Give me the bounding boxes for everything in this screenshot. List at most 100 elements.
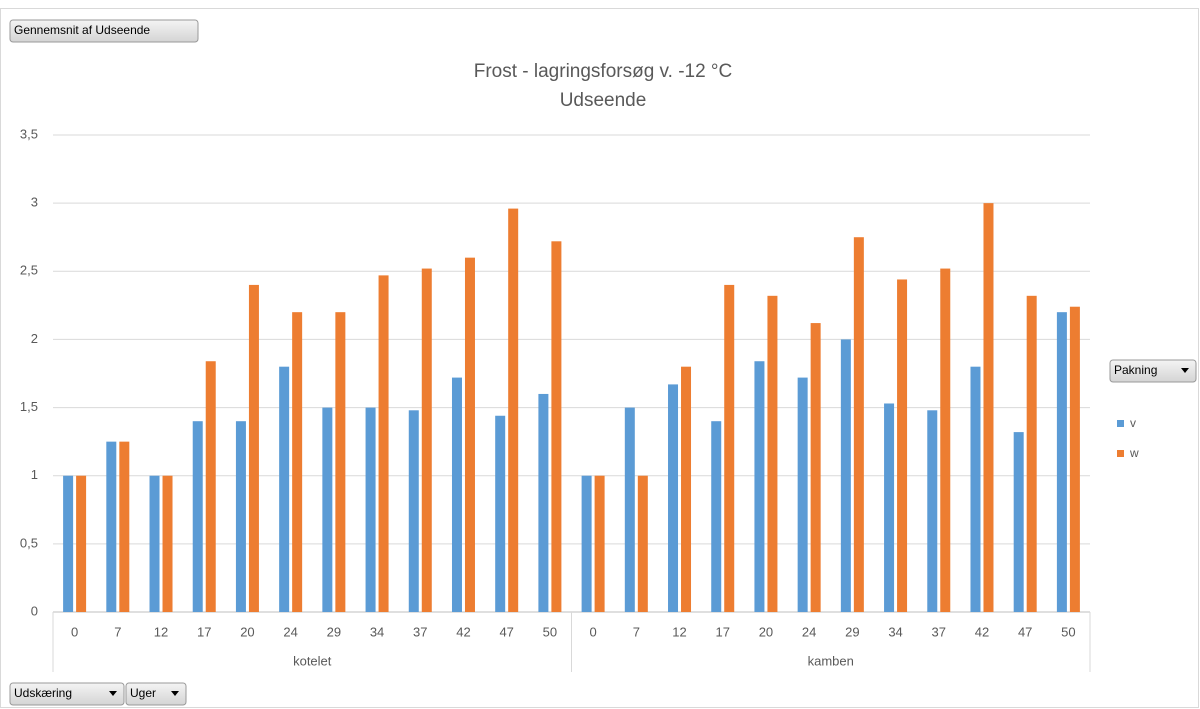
x-tick-label: 20 bbox=[240, 624, 254, 639]
button-label: Udskæring bbox=[14, 686, 72, 700]
x-tick-label: 20 bbox=[759, 624, 773, 639]
bar bbox=[149, 475, 160, 612]
bar bbox=[754, 361, 765, 612]
y-tick-label: 0 bbox=[31, 603, 38, 618]
x-tick-label: 0 bbox=[589, 624, 596, 639]
x-tick-label: 34 bbox=[888, 624, 902, 639]
x-tick-label: 37 bbox=[413, 624, 427, 639]
bar bbox=[106, 441, 117, 612]
value-field-button[interactable]: Gennemsnit af Udseende bbox=[9, 19, 199, 43]
x-tick-label: 47 bbox=[1018, 624, 1032, 639]
bar bbox=[76, 475, 87, 612]
bar bbox=[637, 475, 648, 612]
axis-field-button[interactable]: Uger bbox=[125, 682, 187, 706]
dropdown-arrow bbox=[171, 691, 179, 696]
bar bbox=[408, 410, 419, 612]
x-tick-label: 50 bbox=[543, 624, 557, 639]
button-label: Pakning bbox=[1114, 363, 1157, 377]
bar bbox=[279, 366, 290, 612]
bar bbox=[63, 475, 74, 612]
bar bbox=[940, 268, 951, 612]
button-label: Uger bbox=[130, 686, 156, 700]
y-tick-label: 3,5 bbox=[20, 126, 38, 141]
bar bbox=[581, 475, 592, 612]
bar bbox=[1026, 295, 1037, 612]
bar bbox=[927, 410, 938, 612]
legend-swatch bbox=[1117, 450, 1124, 457]
bar bbox=[335, 312, 346, 612]
bar bbox=[205, 361, 216, 612]
bar bbox=[235, 421, 246, 612]
x-tick-label: 12 bbox=[154, 624, 168, 639]
x-tick-label: 17 bbox=[715, 624, 729, 639]
bar bbox=[365, 407, 376, 612]
y-tick-label: 0,5 bbox=[20, 535, 38, 550]
bar bbox=[681, 366, 692, 612]
bar bbox=[884, 403, 895, 612]
bar bbox=[810, 323, 821, 612]
bar bbox=[797, 377, 808, 612]
bar bbox=[897, 279, 908, 612]
x-tick-label: 37 bbox=[932, 624, 946, 639]
bar bbox=[508, 208, 519, 612]
legend-label: v bbox=[1130, 416, 1136, 430]
bar bbox=[1069, 306, 1080, 612]
group-label: kamben bbox=[808, 653, 854, 668]
x-tick-label: 29 bbox=[845, 624, 859, 639]
x-tick-label: 7 bbox=[633, 624, 640, 639]
x-tick-label: 34 bbox=[370, 624, 384, 639]
bar bbox=[668, 384, 679, 612]
bar bbox=[119, 441, 130, 612]
x-tick-label: 24 bbox=[802, 624, 816, 639]
bar bbox=[767, 295, 778, 612]
legend-field-button[interactable]: Pakning bbox=[1109, 359, 1197, 383]
bar bbox=[538, 393, 549, 612]
bar bbox=[162, 475, 173, 612]
y-tick-label: 1 bbox=[31, 467, 38, 482]
y-tick-label: 1,5 bbox=[20, 399, 38, 414]
y-tick-label: 2,5 bbox=[20, 263, 38, 278]
group-label: kotelet bbox=[293, 653, 332, 668]
x-tick-label: 12 bbox=[672, 624, 686, 639]
y-tick-label: 2 bbox=[31, 331, 38, 346]
x-tick-label: 7 bbox=[114, 624, 121, 639]
axis-field-button[interactable]: Udskæring bbox=[9, 682, 125, 706]
bar bbox=[451, 377, 462, 612]
x-tick-label: 0 bbox=[71, 624, 78, 639]
button[interactable] bbox=[125, 682, 187, 706]
bar bbox=[624, 407, 635, 612]
x-tick-label: 50 bbox=[1061, 624, 1075, 639]
bar bbox=[724, 284, 735, 612]
bar bbox=[248, 284, 259, 612]
button[interactable] bbox=[9, 682, 125, 706]
chart-subtitle: Udseende bbox=[560, 90, 647, 111]
bar bbox=[970, 366, 981, 612]
legend-swatch bbox=[1117, 420, 1124, 427]
bar bbox=[192, 421, 203, 612]
bar bbox=[495, 415, 506, 612]
bar bbox=[983, 203, 994, 612]
x-tick-label: 47 bbox=[499, 624, 513, 639]
bar bbox=[292, 312, 303, 612]
bar bbox=[378, 275, 389, 612]
bar bbox=[594, 475, 605, 612]
bar bbox=[1013, 432, 1024, 612]
bar bbox=[853, 237, 864, 612]
x-tick-label: 29 bbox=[327, 624, 341, 639]
x-tick-label: 42 bbox=[456, 624, 470, 639]
x-tick-label: 42 bbox=[975, 624, 989, 639]
dropdown-arrow bbox=[1181, 368, 1189, 373]
bar bbox=[551, 241, 562, 612]
chart-title: Frost - lagringsforsøg v. -12 °C bbox=[474, 61, 733, 82]
bar bbox=[322, 407, 333, 612]
bar bbox=[840, 339, 851, 612]
button-label: Gennemsnit af Udseende bbox=[14, 23, 150, 37]
bar bbox=[711, 421, 722, 612]
y-tick-label: 3 bbox=[31, 195, 38, 210]
bar bbox=[464, 257, 475, 612]
x-tick-label: 17 bbox=[197, 624, 211, 639]
button[interactable] bbox=[1109, 359, 1197, 383]
frame bbox=[0, 8, 1199, 708]
button[interactable] bbox=[9, 19, 199, 43]
